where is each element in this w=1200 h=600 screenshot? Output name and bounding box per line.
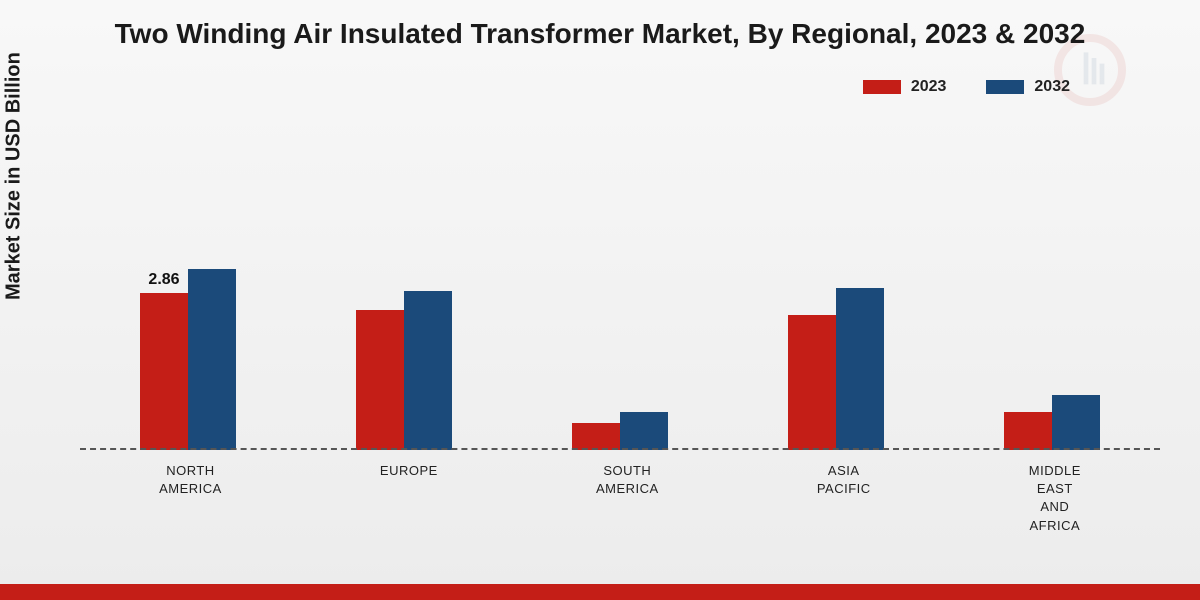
y-axis-label: Market Size in USD Billion — [3, 52, 26, 300]
bar — [356, 310, 404, 450]
legend-swatch — [986, 80, 1024, 94]
bar — [836, 288, 884, 450]
legend-label: 2023 — [911, 78, 947, 96]
x-axis-label: EUROPE — [380, 458, 438, 600]
x-axis-label: NORTH AMERICA — [159, 458, 222, 600]
legend-label: 2032 — [1034, 78, 1070, 96]
legend-item: 2032 — [986, 78, 1070, 96]
x-axis-label: SOUTH AMERICA — [596, 458, 659, 600]
chart-title: Two Winding Air Insulated Transformer Ma… — [0, 18, 1200, 50]
x-axis-label: MIDDLE EAST AND AFRICA — [1029, 458, 1081, 600]
bar — [188, 269, 236, 451]
legend-item: 2023 — [863, 78, 947, 96]
bar-group — [572, 412, 668, 451]
x-axis-labels: NORTH AMERICA EUROPE SOUTH AMERICA ASIA PAC… — [80, 458, 1160, 600]
bar — [1052, 395, 1100, 450]
plot-area: 2.86 — [80, 120, 1160, 450]
bar-groups: 2.86 — [80, 120, 1160, 450]
x-axis-baseline — [80, 448, 1160, 450]
bar — [620, 412, 668, 451]
x-axis-label: ASIA PACIFIC — [817, 458, 871, 600]
bar — [572, 423, 620, 451]
bar — [404, 291, 452, 451]
bar-group: 2.86 — [140, 269, 236, 451]
legend: 2023 2032 — [863, 78, 1070, 96]
footer-accent-bar — [0, 584, 1200, 600]
bar-group — [356, 291, 452, 451]
bar-value-label: 2.86 — [148, 271, 179, 289]
bar — [788, 315, 836, 450]
bar-group — [1004, 395, 1100, 450]
bar: 2.86 — [140, 293, 188, 450]
bar — [1004, 412, 1052, 451]
legend-swatch — [863, 80, 901, 94]
bar-group — [788, 288, 884, 450]
